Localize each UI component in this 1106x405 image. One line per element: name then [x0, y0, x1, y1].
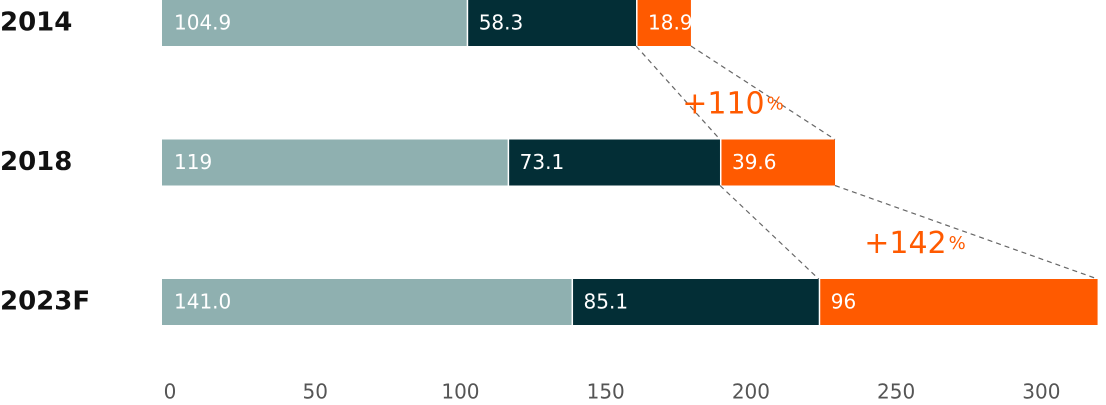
annotation-value: +142	[864, 226, 946, 261]
bar-segment	[162, 0, 467, 46]
connector	[834, 184, 1098, 280]
annotation: +142%	[864, 226, 966, 261]
bar-segment	[509, 139, 720, 186]
bar-segment	[468, 0, 637, 46]
bar-segment	[162, 139, 508, 186]
x-tick-label: 150	[587, 380, 625, 404]
bar-segment	[637, 0, 691, 46]
annotation-unit: %	[949, 233, 966, 254]
annotation-unit: %	[767, 94, 784, 115]
x-tick-label: 0	[164, 380, 177, 404]
x-tick-label: 200	[732, 380, 770, 404]
bar-segment	[573, 279, 819, 325]
value-label: 73.1	[520, 150, 565, 174]
value-label: 96	[831, 290, 856, 314]
value-label: 141.0	[174, 290, 231, 314]
value-label: 58.3	[479, 11, 524, 35]
connector	[635, 45, 721, 140]
connector	[690, 45, 836, 141]
bar-segment	[820, 279, 1098, 325]
x-tick-label: 50	[303, 380, 328, 404]
value-label: 18.9	[648, 11, 693, 35]
value-label: 119	[174, 150, 212, 174]
value-label: 104.9	[174, 11, 231, 35]
value-label: 39.6	[732, 150, 777, 174]
annotation-value: +110	[682, 86, 764, 121]
x-tick-label: 100	[441, 380, 479, 404]
annotation: +110%	[682, 86, 784, 121]
x-tick-label: 250	[877, 380, 915, 404]
value-label: 85.1	[584, 290, 629, 314]
category-label: 2018	[0, 147, 72, 177]
connector	[719, 185, 820, 280]
category-label: 2014	[0, 8, 72, 38]
bar-segment	[162, 279, 572, 325]
bar-segment	[721, 139, 835, 186]
x-tick-label: 300	[1022, 380, 1060, 404]
category-label: 2023F	[0, 287, 90, 317]
